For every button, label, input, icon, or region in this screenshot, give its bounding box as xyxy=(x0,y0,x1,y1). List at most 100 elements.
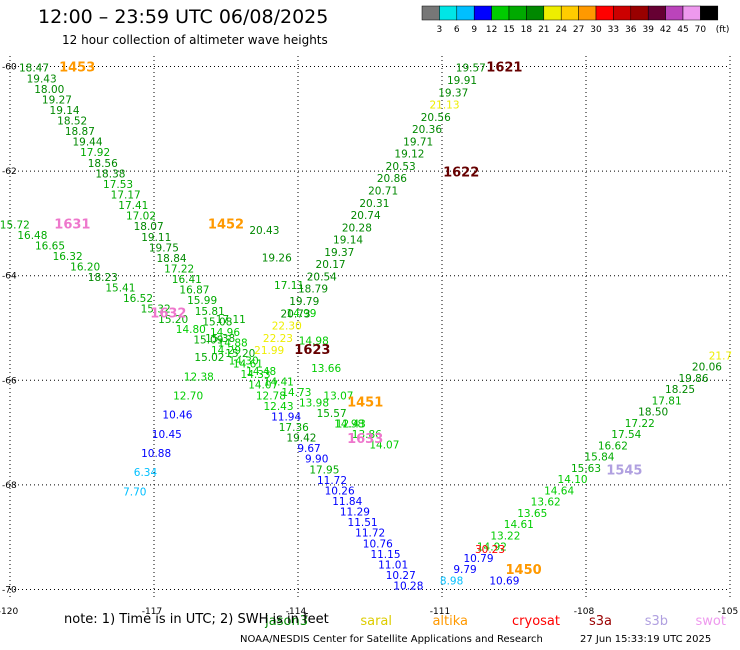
colorbar-swatch xyxy=(665,5,684,21)
pass-label: 1623 xyxy=(294,343,330,358)
x-tick-label: -108 xyxy=(574,607,595,617)
colorbar-swatch xyxy=(647,5,666,21)
wave-height-value: 15.32 xyxy=(141,303,171,315)
wave-height-value: 9.79 xyxy=(453,564,476,576)
wave-height-value: 20.31 xyxy=(359,198,389,210)
wave-height-value: 10.88 xyxy=(141,448,171,460)
wave-height-value: 17.81 xyxy=(652,395,682,407)
y-tick-label: -68 xyxy=(2,481,17,491)
colorbar-label: 70 xyxy=(695,25,707,35)
wave-height-value: 18.25 xyxy=(665,384,695,396)
y-tick-label: -60 xyxy=(2,62,17,72)
x-tick-label: -117 xyxy=(142,607,162,617)
y-tick-label: -62 xyxy=(2,167,17,177)
wave-height-value: 12.70 xyxy=(173,390,203,402)
wave-height-value: 15.63 xyxy=(571,463,601,475)
wave-height-value: 10.76 xyxy=(363,538,393,550)
wave-height-value: 17.54 xyxy=(611,429,641,441)
colorbar-label: 36 xyxy=(625,25,637,35)
wave-height-value: 11.84 xyxy=(332,496,362,508)
wave-height-value: 8.98 xyxy=(440,575,463,587)
wave-height-value: 17.41 xyxy=(118,200,148,212)
wave-height-value: 19.91 xyxy=(447,75,477,87)
wave-height-value: 19.12 xyxy=(394,149,424,161)
wave-height-value: 19.43 xyxy=(27,73,57,85)
wave-height-value: 11.51 xyxy=(348,517,378,529)
colorbar-label: 27 xyxy=(573,25,584,35)
wave-height-value: 9.90 xyxy=(305,454,328,466)
colorbar: 3 6 9 12 15 18 21 24 27 30 33 36 39 42 45 70 (ft) xyxy=(421,5,729,35)
satellite-legend: jason3 saral altika cryosat s3a s3b swot xyxy=(264,614,726,629)
pass-label: 1622 xyxy=(443,165,479,180)
x-tick-label: -114 xyxy=(286,607,307,617)
wave-height-value: 10.45 xyxy=(152,429,182,441)
wave-height-value: 18.47 xyxy=(19,63,49,75)
legend-entry: s3b xyxy=(645,614,668,629)
wave-height-value: 20.54 xyxy=(307,271,337,283)
wave-height-value: 16.62 xyxy=(598,440,628,452)
wave-height-value: 10.79 xyxy=(463,553,493,565)
wave-height-value: 14.41 xyxy=(264,377,294,389)
colorbar-label: 6 xyxy=(454,25,460,35)
wave-height-value: 6.34 xyxy=(134,467,158,479)
wave-height-value: 16.52 xyxy=(123,293,153,305)
wave-height-value: 13.86 xyxy=(352,429,382,441)
wave-height-value: 14.92 xyxy=(477,542,507,554)
wave-height-value: 18.00 xyxy=(34,84,64,96)
colorbar-swatch xyxy=(700,5,719,21)
wave-height-value: 10.28 xyxy=(393,581,423,593)
wave-height-value: 19.37 xyxy=(324,247,354,259)
pass-label: 1545 xyxy=(606,463,642,478)
wave-height-value: 11.01 xyxy=(378,559,408,571)
wave-height-value: 11.72 xyxy=(317,475,347,487)
wave-height-value: 13.22 xyxy=(490,530,520,542)
wave-height-value: 21.7 xyxy=(709,350,732,362)
wave-height-value: 18.52 xyxy=(57,116,87,128)
wave-height-value: 15.57 xyxy=(317,408,347,420)
wave-height-value: 17.02 xyxy=(126,211,156,223)
wave-height-value: 20.86 xyxy=(377,173,407,185)
wave-height-value: 21.99 xyxy=(254,345,284,357)
footer-timestamp: 27 Jun 15:33:19 UTC 2025 xyxy=(580,634,712,645)
colorbar-label: 9 xyxy=(471,25,477,35)
wave-height-value: 10.26 xyxy=(325,485,355,497)
wave-height-value: 16.41 xyxy=(172,274,202,286)
wave-height-value: 14.98 xyxy=(334,418,364,430)
wave-height-value: 14.07 xyxy=(248,380,278,392)
wave-height-value: 19.57 xyxy=(456,63,486,75)
wave-height-value: 20.56 xyxy=(421,112,451,124)
colorbar-swatch xyxy=(578,5,597,21)
wave-height-value: 11.29 xyxy=(340,507,370,519)
wave-height-value: 12.78 xyxy=(256,390,286,402)
legend-entry: jason3 xyxy=(264,614,308,629)
wave-height-value: 19.14 xyxy=(333,235,363,247)
legend-entry: saral xyxy=(360,614,392,629)
wave-height-value: 20.28 xyxy=(342,222,372,234)
pass-label: 1451 xyxy=(347,395,383,410)
wave-height-value: 19.75 xyxy=(149,242,179,254)
y-tick-label: -66 xyxy=(2,376,17,386)
wave-height-value: 17.22 xyxy=(164,263,194,275)
wave-height-value: 14.07 xyxy=(369,439,399,451)
colorbar-label: 18 xyxy=(521,25,533,35)
wave-height-value: 22.23 xyxy=(263,333,293,345)
colorbar-swatch xyxy=(526,5,545,21)
data-points: 18.4719.4318.0019.2719.1418.5218.8719.44… xyxy=(0,63,732,593)
wave-height-value: 14.96 xyxy=(210,327,240,339)
wave-height-value: 19.44 xyxy=(72,137,102,149)
colorbar-label: 24 xyxy=(555,25,567,35)
wave-height-value: 14.30 xyxy=(229,356,259,368)
wave-height-value: 14.61 xyxy=(504,519,534,531)
wave-height-value: 15.20 xyxy=(158,314,188,326)
footer-credit: NOAA/NESDIS Center for Satellite Applica… xyxy=(240,634,543,645)
wave-height-value: 15.20 xyxy=(225,348,255,360)
wave-height-value: 14.29 xyxy=(211,345,241,357)
wave-height-value: 17.95 xyxy=(309,464,339,476)
x-tick-label: -111 xyxy=(430,607,450,617)
wave-height-value: 13.66 xyxy=(311,363,341,375)
x-tick-label: -105 xyxy=(718,607,738,617)
wave-height-value: 18.84 xyxy=(157,253,187,265)
wave-height-value: 13.07 xyxy=(323,391,353,403)
wave-height-value: 20.74 xyxy=(351,210,381,222)
pass-label: 1632 xyxy=(150,307,186,322)
